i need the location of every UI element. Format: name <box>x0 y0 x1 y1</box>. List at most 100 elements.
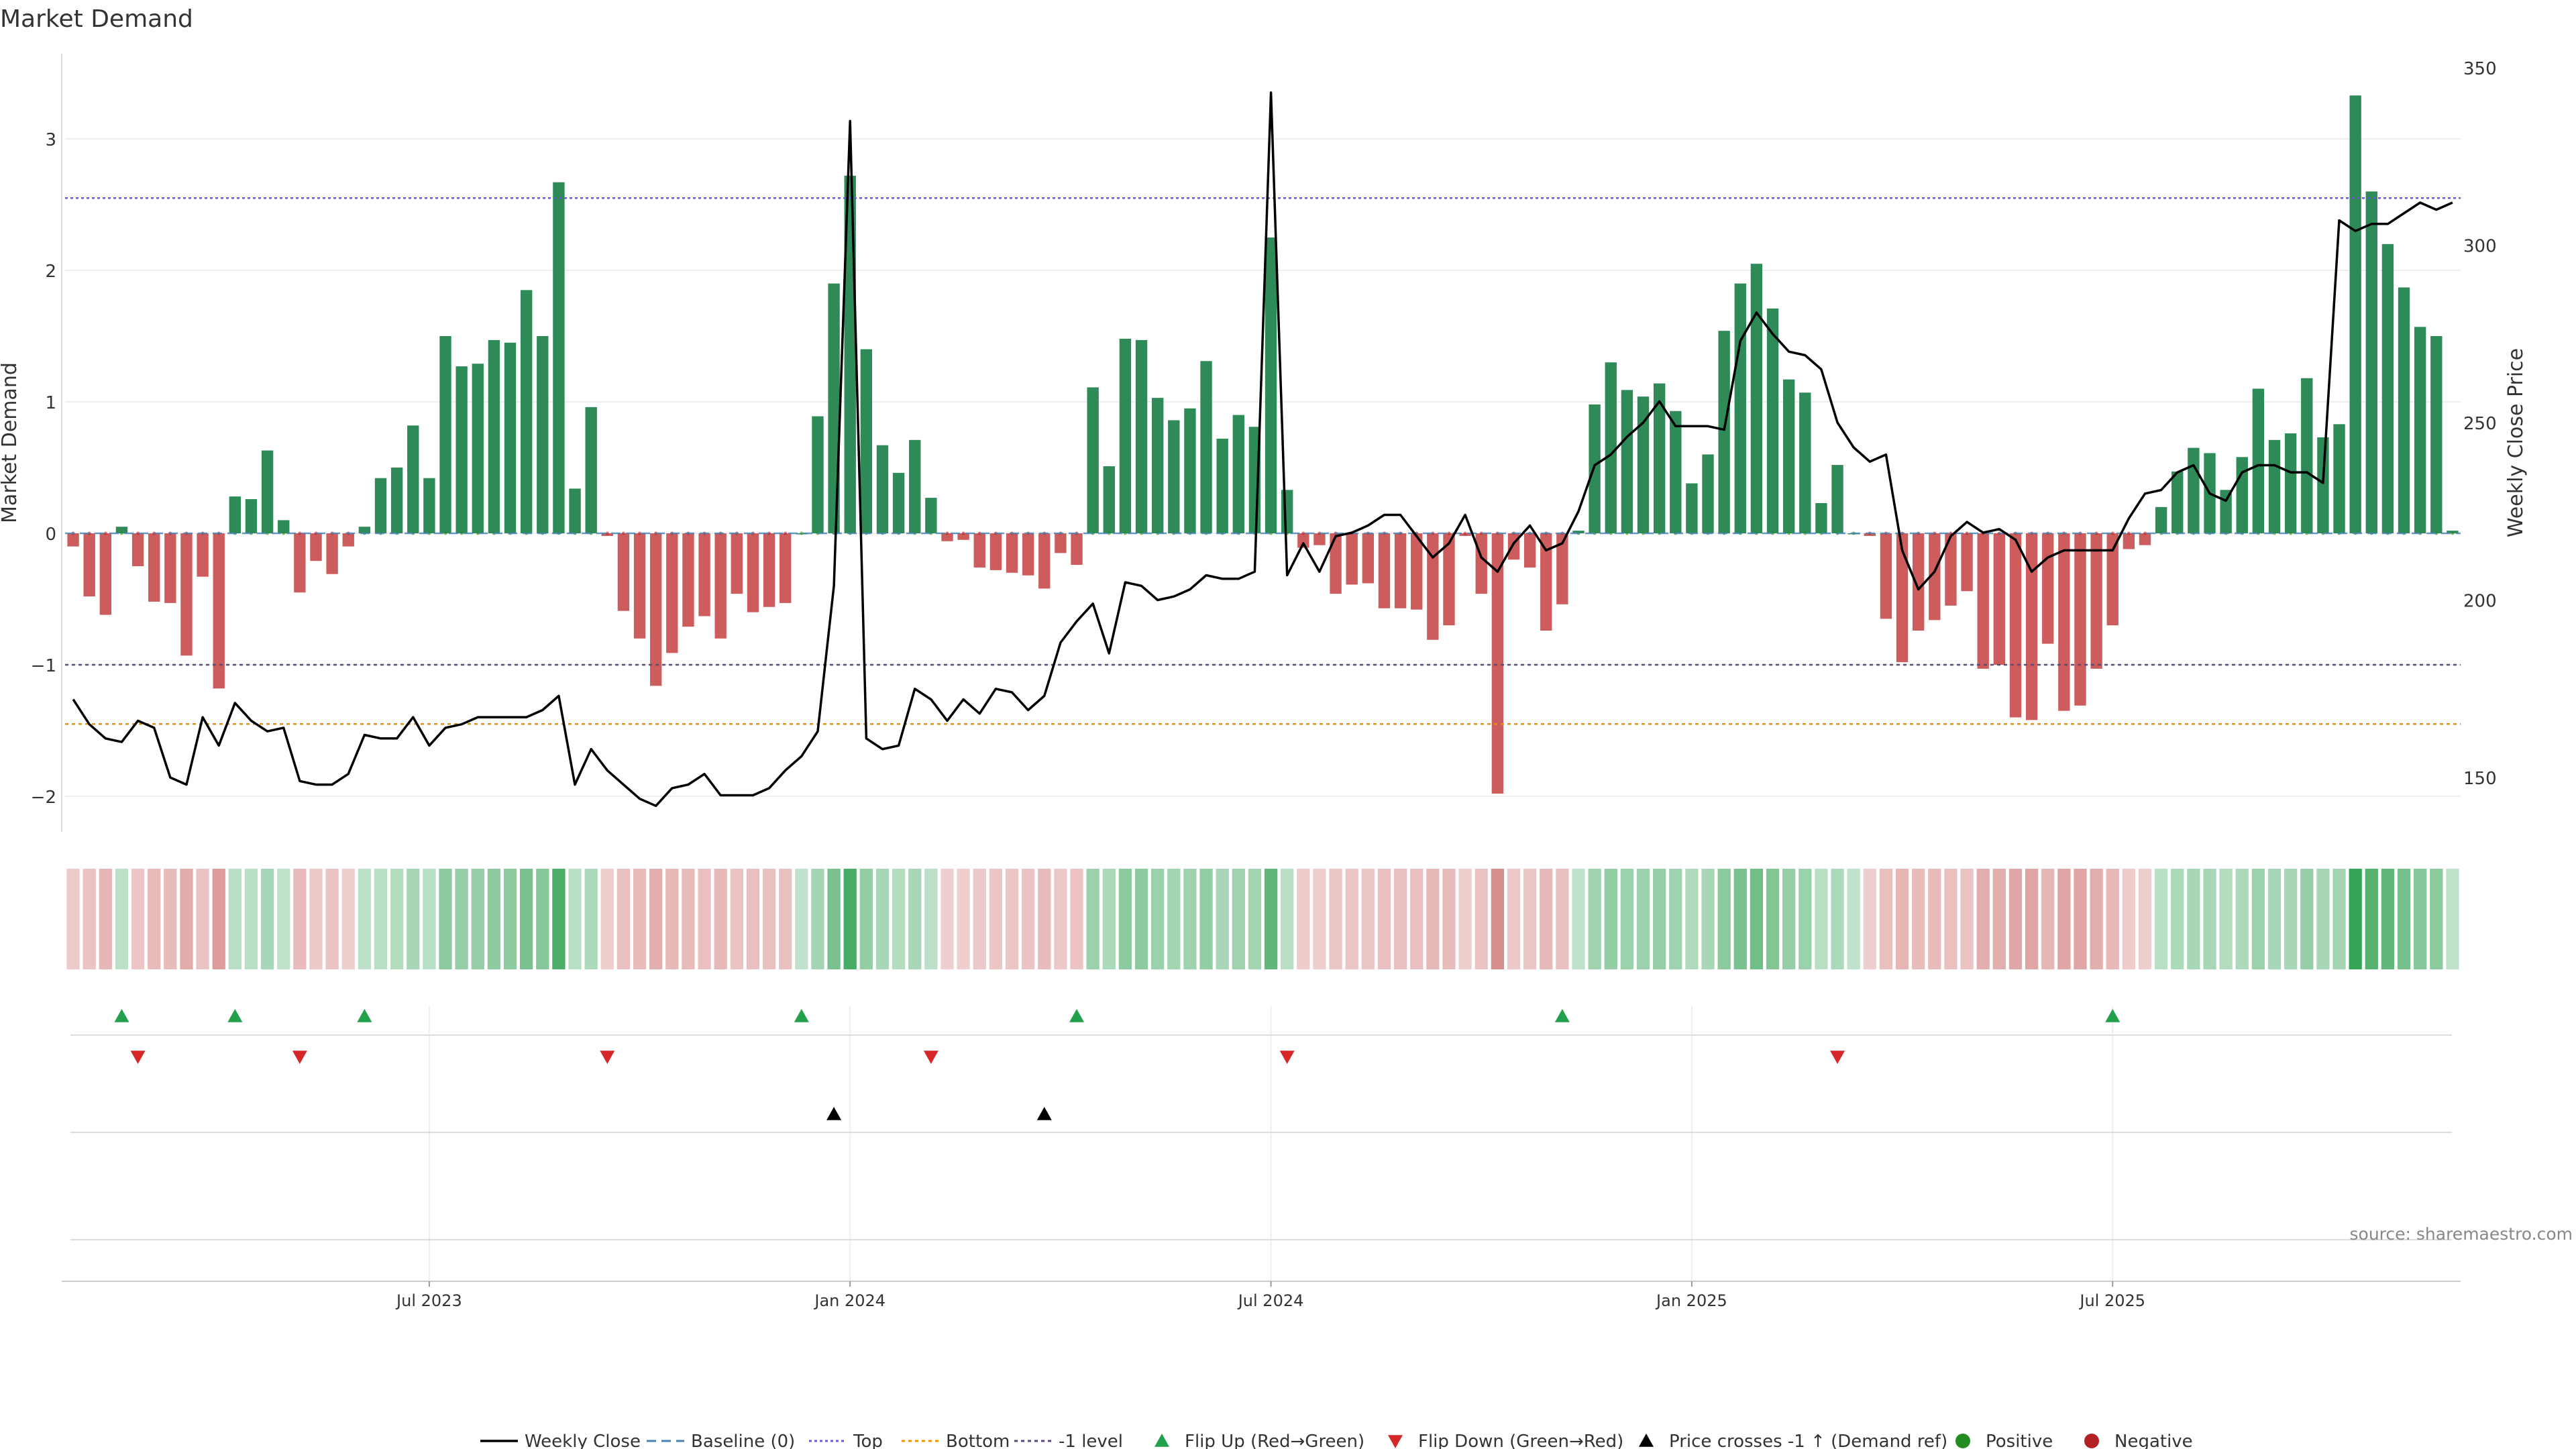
heat-cell <box>390 869 404 969</box>
demand-bar-negative <box>1022 533 1034 576</box>
heat-cell <box>1232 869 1245 969</box>
legend-swatch <box>1155 1434 1169 1447</box>
positive-dot <box>282 531 286 535</box>
demand-bar-positive <box>115 527 128 533</box>
heat-cell <box>649 869 663 969</box>
positive-dot <box>1803 531 1807 535</box>
demand-bar-positive <box>472 364 484 533</box>
heat-cell <box>1588 869 1601 969</box>
negative-dot <box>945 531 949 535</box>
demand-bar-negative <box>2058 533 2070 711</box>
heat-cell <box>503 869 517 969</box>
demand-bar-negative <box>1055 533 1067 553</box>
demand-bar-positive <box>439 336 451 533</box>
demand-bar-negative <box>1491 533 1504 794</box>
demand-bar-negative <box>682 533 694 627</box>
heat-cell <box>471 869 484 969</box>
heat-cell <box>2414 869 2427 969</box>
negative-dot <box>1463 531 1467 535</box>
legend-item-top: Top <box>809 1432 883 1449</box>
heat-cell <box>1733 869 1747 969</box>
heat-cell <box>325 869 339 969</box>
heat-cell <box>1701 869 1715 969</box>
demand-bar-positive <box>2430 336 2443 533</box>
heat-cell <box>228 869 241 969</box>
positive-dot <box>1123 531 1127 535</box>
heat-cell <box>358 869 372 969</box>
heat-cell <box>1038 869 1051 969</box>
heat-cell <box>2025 869 2039 969</box>
negative-dot <box>1447 531 1451 535</box>
demand-bar-negative <box>1913 533 1925 631</box>
heat-cell <box>277 869 290 969</box>
demand-bar-negative <box>180 533 193 656</box>
heat-cell <box>665 869 679 969</box>
demand-bar-negative <box>2042 533 2054 644</box>
heat-cell <box>1556 869 1569 969</box>
heat-cell <box>2251 869 2265 969</box>
demand-bar-positive <box>2220 490 2232 533</box>
demand-bar-positive <box>1605 362 1617 533</box>
legend-label: Positive <box>1986 1432 2053 1449</box>
heat-cell <box>633 869 647 969</box>
demand-bar-positive <box>1087 387 1099 533</box>
x-tick-label: Jul 2025 <box>2078 1291 2145 1310</box>
negative-dot <box>1301 531 1305 535</box>
demand-bar-negative <box>148 533 160 602</box>
heat-cell <box>779 869 792 969</box>
positive-dot <box>1609 531 1613 535</box>
negative-dot <box>961 531 965 535</box>
heat-cell <box>1118 869 1132 969</box>
heat-cell <box>1847 869 1860 969</box>
demand-bar-negative <box>1443 533 1455 626</box>
positive-dot <box>1771 531 1775 535</box>
x-tick-label: Jul 2024 <box>1237 1291 1304 1310</box>
heat-cell <box>1297 869 1310 969</box>
demand-bar-negative <box>1394 533 1407 608</box>
heat-cell <box>1976 869 1990 969</box>
demand-bar-positive <box>245 499 258 533</box>
demand-bar-positive <box>1702 454 1714 533</box>
demand-bar-positive <box>358 527 371 533</box>
demand-bar-negative <box>1362 533 1375 584</box>
flip-down-marker <box>1279 1051 1295 1064</box>
negative-dot <box>767 531 771 535</box>
demand-bar-positive <box>1686 483 1698 533</box>
heat-cell <box>1992 869 2006 969</box>
heat-cell <box>1540 869 1553 969</box>
y-tick-label: 1 <box>45 393 56 413</box>
heat-cell <box>2219 869 2233 969</box>
demand-bar-negative <box>1993 533 2006 665</box>
demand-bar-negative <box>989 533 1002 570</box>
demand-bar-negative <box>1945 533 1957 606</box>
demand-bar-negative <box>1411 533 1423 610</box>
demand-bar-positive <box>1589 404 1601 533</box>
legend-swatch <box>2084 1434 2099 1448</box>
demand-bar-positive <box>2155 506 2167 533</box>
demand-bar-negative <box>326 533 338 574</box>
demand-bar-negative <box>698 533 710 616</box>
heat-cell <box>99 869 112 969</box>
heat-cell <box>2267 869 2282 969</box>
heat-cell <box>1572 869 1585 969</box>
heat-cell <box>892 869 906 969</box>
demand-bar-negative <box>1006 533 1018 573</box>
heat-cell <box>1912 869 1925 969</box>
positive-dot <box>1140 531 1144 535</box>
heat-cell <box>423 869 436 969</box>
heat-cell <box>148 869 161 969</box>
legend-label: Price crosses -1 ↑ (Demand ref) <box>1669 1432 1947 1449</box>
flip-up-marker <box>2105 1009 2121 1022</box>
flip-down-marker <box>130 1051 146 1064</box>
demand-bar-positive <box>1151 398 1164 533</box>
demand-bar-positive <box>407 425 419 533</box>
demand-bar-negative <box>1378 533 1391 608</box>
positive-dot <box>1787 531 1791 535</box>
demand-bars <box>67 95 2459 794</box>
heat-cell <box>2187 869 2200 969</box>
heat-cell <box>2365 869 2378 969</box>
y2-tick-label: 250 <box>2463 414 2497 434</box>
demand-bar-negative <box>1880 533 1892 619</box>
demand-bar-positive <box>2398 287 2410 533</box>
demand-bar-negative <box>747 533 759 612</box>
